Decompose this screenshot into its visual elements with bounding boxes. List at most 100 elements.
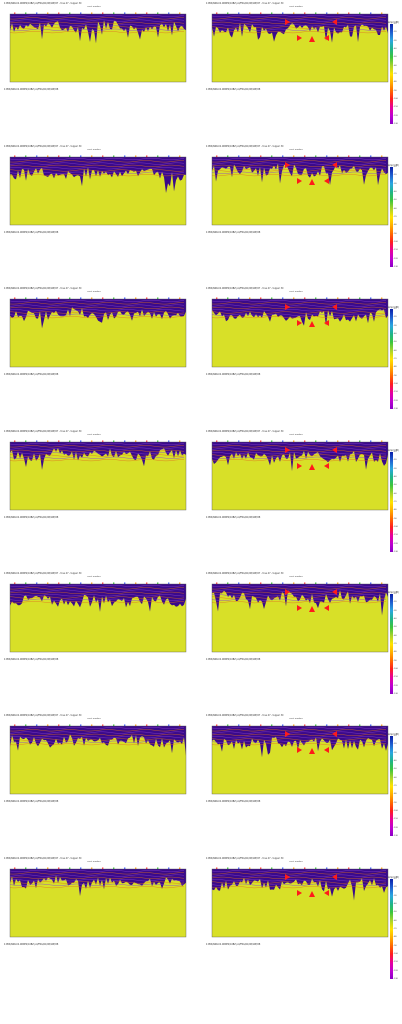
reflection-layer (211, 442, 387, 446)
radargram-plot (211, 867, 389, 938)
crest-marker (282, 12, 284, 14)
crest-marker (58, 867, 60, 869)
panel-caption: 4 PRS/SNR-02 ABDE2/10BZ pcl/FRG/01/08/19… (206, 943, 261, 946)
reflection-layer (9, 736, 185, 739)
crest-marker (80, 12, 82, 14)
reflection-layer (9, 24, 185, 27)
colorbar-tick-label: -130 (393, 693, 398, 695)
x-axis-label: crest number (87, 291, 101, 293)
x-axis-label: crest number (289, 576, 303, 578)
crest-marker (25, 724, 27, 726)
reflection-layer (9, 14, 185, 18)
crest-marker (304, 155, 306, 157)
reflection-layer (211, 28, 387, 31)
reflection-layer (9, 299, 185, 303)
reflection-layer (211, 316, 387, 319)
reflection-layer (9, 459, 185, 462)
crest-marker (157, 155, 159, 157)
crest-marker (179, 582, 181, 584)
crest-marker (69, 582, 71, 584)
crest-marker (179, 297, 181, 299)
panel-caption: 4 PRS/SNR-02 ABDE2/10BZ pcl/FRG/01/08/19… (4, 943, 59, 946)
colorbar-tick-label: -40 (393, 476, 397, 478)
crest-marker (249, 297, 251, 299)
reflection-layer (211, 881, 387, 884)
colorbar-tick-label: -10 (393, 451, 397, 453)
colorbar-tick-label: -20 (393, 601, 397, 604)
crest-marker (146, 297, 148, 299)
crest-marker (91, 297, 93, 299)
red-arrow-annotation (285, 589, 290, 595)
colorbar-tick-label: -90 (393, 801, 397, 804)
crest-marker (227, 440, 229, 442)
reflection-layer (9, 874, 185, 877)
crest-marker (102, 155, 104, 157)
crest-marker (227, 582, 229, 584)
crest-marker (91, 582, 93, 584)
crest-marker (157, 582, 159, 584)
air-region (10, 442, 186, 470)
crest-marker (124, 12, 126, 14)
reflection-layer (211, 313, 387, 316)
colorbar-tick-label: -70 (393, 216, 397, 218)
crest-marker (238, 867, 240, 869)
crest-marker (260, 867, 262, 869)
radargram-plot (211, 724, 389, 795)
crest-marker (91, 155, 93, 157)
air-region (10, 726, 186, 756)
crest-marker (216, 582, 218, 584)
crest-marker (113, 155, 115, 157)
colorbar-tick-label: -110 (393, 249, 398, 252)
crest-marker (80, 297, 82, 299)
reflection-layer (211, 459, 387, 462)
radargram-plot (9, 724, 187, 795)
crest-marker (91, 12, 93, 14)
crest-marker (315, 12, 317, 14)
panel-title: 4 PRS/SNR-02 ABDE2/10BZ pcl/FRG/01/08/19… (4, 2, 82, 5)
radargram-panel: 4 PRS/SNR-02 ABDE2/10BZ pcl/FRG/01/08/19… (206, 143, 399, 281)
crest-marker (25, 12, 27, 14)
red-arrow-annotation (332, 447, 337, 453)
crest-marker (381, 297, 383, 299)
crest-marker (249, 12, 251, 14)
reflection-layer (9, 738, 185, 741)
colorbar-tick-label: -60 (393, 919, 397, 922)
crest-marker (168, 582, 170, 584)
colorbar-tick-label: -120 (393, 114, 398, 117)
crest-marker (69, 724, 71, 726)
panel-title: 4 PRS/SNR-02 ABDE2/10BZ pcl/FRG/01/08/19… (206, 145, 284, 148)
crest-marker (315, 155, 317, 157)
radargram-plot (211, 582, 389, 653)
crest-marker (260, 724, 262, 726)
colorbar-tick-label: -100 (393, 526, 398, 528)
reflection-layer (211, 19, 387, 22)
red-arrow-annotation (297, 35, 302, 41)
red-arrow-annotation (309, 891, 315, 897)
crest-marker (157, 440, 159, 442)
crest-marker (135, 440, 137, 442)
reflection-layer (9, 160, 184, 163)
plot-frame (9, 156, 187, 226)
crest-marker (58, 440, 60, 442)
reflection-layer (211, 311, 387, 314)
reflection-layer (9, 601, 185, 604)
air-region (10, 299, 186, 329)
crest-marker (135, 12, 137, 14)
colorbar: ampl (dB) -10 -20 -30 -40 -50 -60 -70 -80 -90 -100… (388, 449, 399, 558)
crest-marker (179, 440, 181, 442)
reflection-layer (211, 740, 387, 743)
panel-title: 4 PRS/SNR-02 ABDE2/10BZ pcl/FRG/01/08/19… (4, 857, 82, 860)
colorbar-tick-label: -70 (393, 358, 397, 360)
colorbar-tick-label: -110 (393, 391, 398, 394)
plot-frame (9, 13, 187, 83)
reflection-layer (9, 445, 184, 448)
crest-marker (58, 12, 60, 14)
crest-marker (179, 155, 181, 157)
plot-frame (9, 298, 187, 368)
reflection-layer (9, 17, 184, 20)
colorbar-tick-label: -50 (393, 626, 397, 629)
crest-marker (14, 582, 16, 584)
plot-frame (9, 441, 187, 511)
crest-marker (58, 724, 60, 726)
reflection-layer (9, 304, 185, 307)
